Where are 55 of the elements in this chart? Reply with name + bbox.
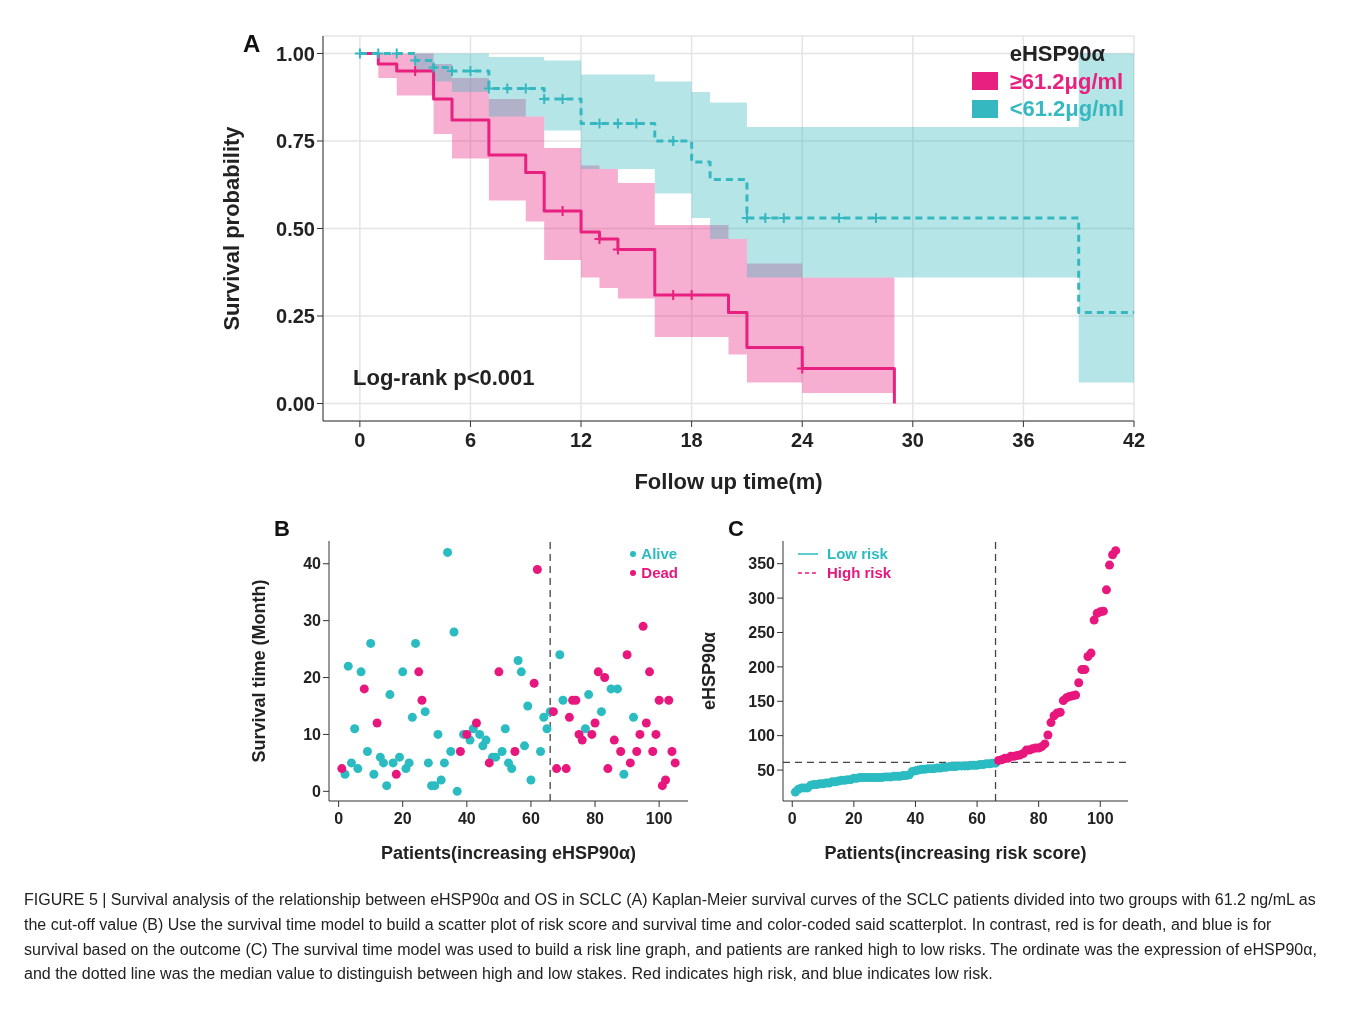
y-tick-label: 40 bbox=[303, 555, 322, 573]
legend-label: ≥61.2μg/ml bbox=[1009, 67, 1124, 95]
x-axis-title: Follow up time(m) bbox=[634, 469, 823, 494]
y-tick-label: 250 bbox=[748, 624, 776, 642]
x-tick-label: 0 bbox=[334, 810, 344, 828]
y-axis-title: Survival probability bbox=[218, 125, 244, 331]
chart-title: C bbox=[728, 516, 744, 542]
x-tick-label: 60 bbox=[522, 810, 540, 828]
x-tick-label: 20 bbox=[844, 810, 863, 828]
x-tick-label: 40 bbox=[457, 810, 476, 828]
legend-label: High risk bbox=[827, 563, 892, 583]
y-tick-label: 0.75 bbox=[276, 130, 315, 153]
x-tick-label: 100 bbox=[1086, 810, 1114, 828]
y-tick-label: 30 bbox=[303, 612, 322, 630]
y-axis-title: Survival time (Month) bbox=[249, 579, 270, 763]
x-tick-label: 42 bbox=[1122, 429, 1146, 452]
x-tick-label: 6 bbox=[464, 429, 477, 452]
y-tick-label: 350 bbox=[748, 555, 776, 573]
y-tick-label: 0 bbox=[312, 783, 322, 801]
y-tick-label: 20 bbox=[303, 669, 322, 687]
y-tick-label: 150 bbox=[748, 692, 776, 710]
x-tick-label: 18 bbox=[680, 429, 703, 452]
x-axis-title: Patients(increasing risk score) bbox=[824, 843, 1087, 863]
y-tick-label: 50 bbox=[757, 761, 776, 779]
legend-label: Dead bbox=[641, 563, 678, 583]
x-tick-label: 30 bbox=[901, 429, 924, 452]
y-tick-label: 100 bbox=[748, 727, 776, 745]
y-tick-label: 0.25 bbox=[276, 305, 315, 328]
x-tick-label: 0 bbox=[354, 429, 366, 452]
y-tick-label: 200 bbox=[748, 658, 776, 676]
x-tick-label: 24 bbox=[791, 429, 815, 452]
x-tick-label: 0 bbox=[787, 810, 797, 828]
legend-label: Alive bbox=[641, 545, 678, 564]
y-tick-label: 1.00 bbox=[276, 42, 315, 65]
chart-title: A bbox=[243, 30, 261, 58]
y-tick-label: 0.50 bbox=[276, 217, 315, 240]
x-tick-label: 80 bbox=[586, 810, 605, 828]
x-tick-label: 40 bbox=[906, 810, 925, 828]
y-tick-label: 10 bbox=[303, 726, 322, 744]
x-tick-label: 60 bbox=[968, 810, 987, 828]
x-tick-label: 36 bbox=[1012, 429, 1035, 452]
y-tick-label: 300 bbox=[748, 589, 776, 607]
x-tick-label: 80 bbox=[1029, 810, 1048, 828]
caption: FIGURE 5 | Survival analysis of the relationship between eHSP90α and OS in SCLC (A) Kaplan-Meier survival curves of the SCLC patients divided into two groups with 61.2 ng/mL as the cut-off value (B) Use the survival time model to build a scatter plot of risk score and survival time and color-coded said scatterplot. In contrast, red is for death, and blue is for survival based on the outcome (C) The survival time model was used to build a risk line graph, and patients are ranked high to low risks. The ordinate was the expression of eHSP90α, and the dotted line was the median value to distinguish between high and low stakes. Red indicates high risk, and blue indicates low risk. bbox=[24, 890, 1318, 985]
y-axis-title: eHSP90α bbox=[699, 631, 720, 711]
legend-title: eHSP90α bbox=[1009, 40, 1107, 68]
legend-label: Low risk bbox=[827, 545, 888, 564]
x-tick-label: 12 bbox=[569, 429, 593, 452]
x-axis-title: Patients(increasing eHSP90α) bbox=[380, 843, 637, 863]
annotation: Log-rank p<0.001 bbox=[353, 365, 535, 391]
legend-label: <61.2μg/ml bbox=[1009, 95, 1124, 123]
x-tick-label: 20 bbox=[393, 810, 412, 828]
y-tick-label: 0.00 bbox=[276, 392, 315, 415]
chart-title: B bbox=[274, 516, 290, 542]
x-tick-label: 100 bbox=[645, 810, 673, 828]
